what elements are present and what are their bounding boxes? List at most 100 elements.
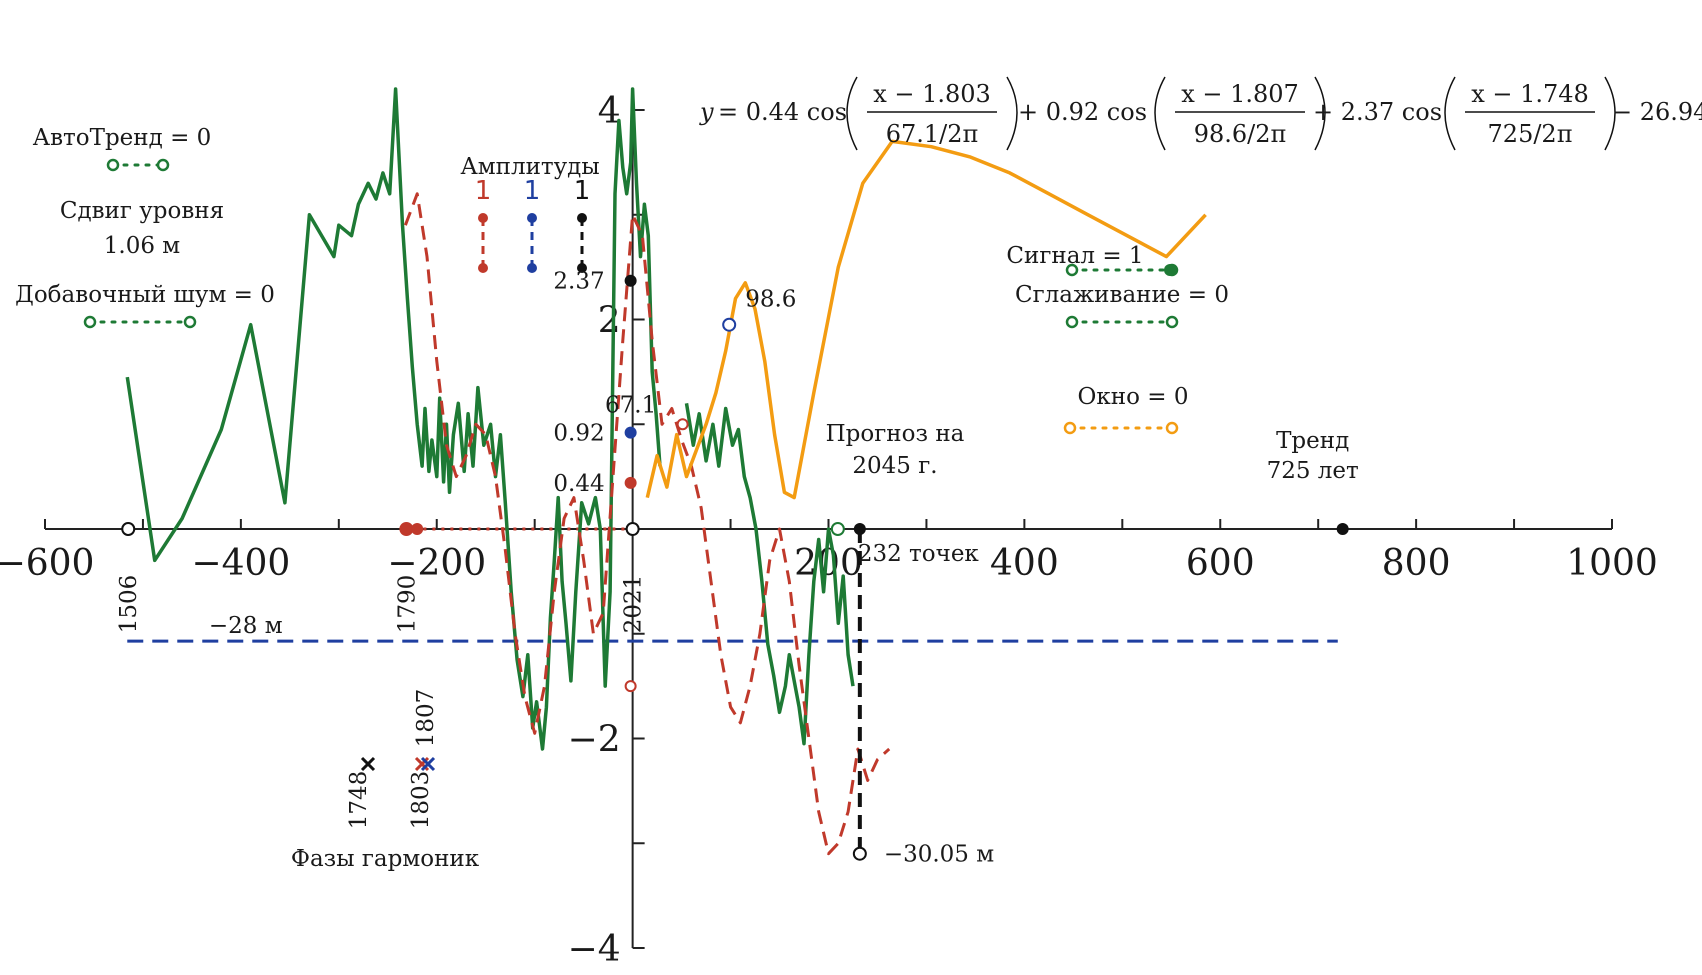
window-slider — [1063, 421, 1179, 435]
slider-end — [1063, 421, 1077, 435]
phase-label: 1748 — [346, 771, 372, 830]
x-tick-label: 800 — [1382, 543, 1451, 584]
equation-part: + 2.37 cos — [1313, 98, 1442, 126]
x-tick-label: 600 — [1186, 543, 1255, 584]
slider-end — [83, 315, 97, 329]
phase-marker — [420, 756, 436, 772]
equation-denominator: 725/2π — [1488, 120, 1573, 148]
green-endpoint — [830, 522, 845, 536]
equation-part: = 0.44 cos — [718, 98, 847, 126]
x-tick-label: −200 — [387, 543, 486, 584]
equation-paren — [846, 76, 858, 151]
period-label: 67.1 — [605, 392, 656, 418]
year-point — [121, 522, 136, 536]
smoothing-slider — [1065, 315, 1179, 329]
x-tick-label: −400 — [191, 543, 290, 584]
year-point — [625, 522, 640, 536]
forecast-end-point — [852, 846, 867, 861]
amplitude-value-label: 2.37 — [553, 269, 604, 295]
autotrend-slider — [106, 158, 170, 172]
slider-end — [106, 158, 120, 172]
y-tick-label: 2 — [598, 301, 621, 342]
autotrend-label: АвтоТренд = 0 — [33, 125, 212, 151]
amplitude-control-knob — [478, 263, 488, 273]
series-window — [645, 139, 1207, 500]
forecast-points-label: 232 точек — [858, 541, 980, 567]
period-point — [1336, 523, 1349, 535]
x-tick-label: −600 — [0, 543, 94, 584]
period-label: 725 лет — [1267, 458, 1359, 484]
equation-paren — [1006, 76, 1018, 151]
mean-level-label: −28 м — [209, 613, 283, 639]
series-layer — [125, 87, 1338, 856]
amplitude-point — [624, 426, 637, 439]
forecast-label-line1: Прогноз на — [826, 421, 965, 447]
slider-end — [183, 315, 197, 329]
series-observed_2 — [684, 403, 855, 746]
equation-paren — [1314, 76, 1326, 151]
amplitude-marker-label: 1 — [574, 176, 591, 206]
y-tick-label: 4 — [598, 91, 621, 132]
equation-numerator: x − 1.748 — [1471, 80, 1589, 108]
trend-label: Тренд — [1276, 428, 1349, 454]
period-point — [722, 317, 737, 332]
amplitude-control-knob — [527, 263, 537, 273]
forecast-start-point — [853, 523, 866, 535]
amplitude-control-knob — [527, 213, 537, 223]
forecast-label-line2: 2045 г. — [852, 453, 937, 479]
y-tick-label: −2 — [568, 720, 621, 761]
phases-title: Фазы гармоник — [291, 846, 480, 872]
amplitude-marker-label: 1 — [475, 176, 492, 206]
extra-noise-slider — [83, 315, 197, 329]
slider-end — [156, 158, 170, 172]
amplitude-control-knob — [478, 213, 488, 223]
model-start-point — [411, 523, 424, 535]
equation-part: + 0.92 cos — [1018, 98, 1147, 126]
slider-end — [1065, 315, 1079, 329]
year-label: 2021 — [621, 575, 647, 634]
amplitude-control-knob — [577, 263, 587, 273]
window-label: Окно = 0 — [1078, 384, 1189, 410]
amplitude-control-knob — [577, 213, 587, 223]
slider-end — [1065, 263, 1079, 277]
overlay: −28 м −30.05 м Прогноз на 2045 г. 232 точек А… — [15, 76, 1702, 872]
period-label: 98.6 — [745, 286, 796, 312]
equation: y = 0.44 cos x − 1.803 67.1/2π + 0.92 cos x … — [699, 76, 1702, 151]
series-model — [403, 192, 891, 856]
slider-end — [1165, 315, 1179, 329]
equation-numerator: x − 1.807 — [1181, 80, 1299, 108]
x-tick-label: 400 — [990, 543, 1059, 584]
slider-end — [1165, 421, 1179, 435]
equation-paren — [1154, 76, 1166, 151]
signal-knob — [1164, 264, 1176, 276]
year-label: 1790 — [394, 575, 420, 634]
level-shift-value: 1.06 м — [104, 233, 181, 259]
equation-denominator: 98.6/2π — [1194, 120, 1287, 148]
x-tick-label: 1000 — [1566, 543, 1658, 584]
year-point — [399, 522, 414, 536]
equation-numerator: x − 1.803 — [873, 80, 991, 108]
phase-label: 1803 — [408, 771, 434, 830]
phase-marker — [360, 756, 376, 772]
y-tick-label: −4 — [568, 929, 621, 970]
equation-paren — [1604, 76, 1616, 151]
series-observed — [125, 87, 662, 751]
phase-label: 1807 — [413, 689, 439, 748]
amplitude-marker-label: 1 — [524, 176, 541, 206]
equation-denominator: 67.1/2π — [886, 120, 979, 148]
amplitudes-title: Амплитуды — [460, 154, 599, 180]
amplitude-point — [624, 274, 637, 287]
equation-part: − 26.94 — [1612, 98, 1702, 126]
amplitude-value-label: 0.44 — [553, 471, 604, 497]
smoothing-label: Сглаживание = 0 — [1015, 282, 1229, 308]
equation-lead: y — [699, 98, 714, 126]
extra-noise-label: Добавочный шум = 0 — [15, 282, 275, 308]
amplitude-point — [624, 476, 637, 489]
year-label: 1506 — [116, 575, 142, 634]
period-point — [676, 418, 689, 431]
model-point — [624, 680, 637, 693]
forecast-value-label: −30.05 м — [884, 842, 994, 868]
equation-paren — [1444, 76, 1456, 151]
